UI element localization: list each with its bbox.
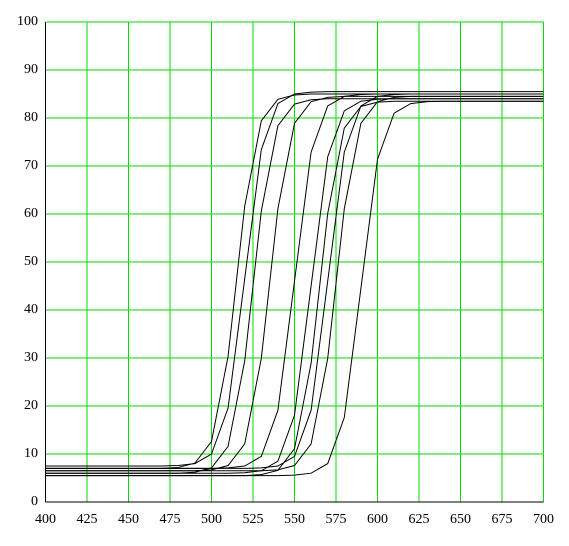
x-tick-label: 625 [409, 512, 430, 527]
x-tick-label: 700 [533, 512, 554, 527]
x-tick-label: 650 [450, 512, 471, 527]
x-tick-label: 475 [160, 512, 181, 527]
y-tick-label: 90 [24, 62, 38, 77]
x-tick-label: 675 [492, 512, 513, 527]
x-tick-label: 600 [367, 512, 388, 527]
y-tick-label: 80 [24, 110, 38, 125]
y-tick-label: 20 [24, 398, 38, 413]
y-tick-label: 40 [24, 302, 38, 317]
x-tick-label: 525 [243, 512, 264, 527]
y-tick-label: 60 [24, 206, 38, 221]
y-tick-label: 50 [24, 254, 38, 269]
x-tick-label: 550 [284, 512, 305, 527]
x-tick-label: 450 [118, 512, 139, 527]
data-line [45, 98, 544, 474]
data-line [45, 91, 544, 467]
x-tick-label: 575 [326, 512, 347, 527]
y-tick-label: 70 [24, 158, 38, 173]
x-tick-label: 500 [201, 512, 222, 527]
y-tick-label: 100 [17, 14, 38, 29]
x-tick-label: 400 [35, 512, 56, 527]
data-line [45, 95, 544, 472]
data-line [45, 100, 544, 477]
y-tick-label: 0 [31, 494, 38, 509]
data-line [45, 93, 544, 469]
y-tick-label: 10 [24, 446, 38, 461]
x-tick-label: 425 [77, 512, 98, 527]
y-tick-label: 30 [24, 350, 38, 365]
